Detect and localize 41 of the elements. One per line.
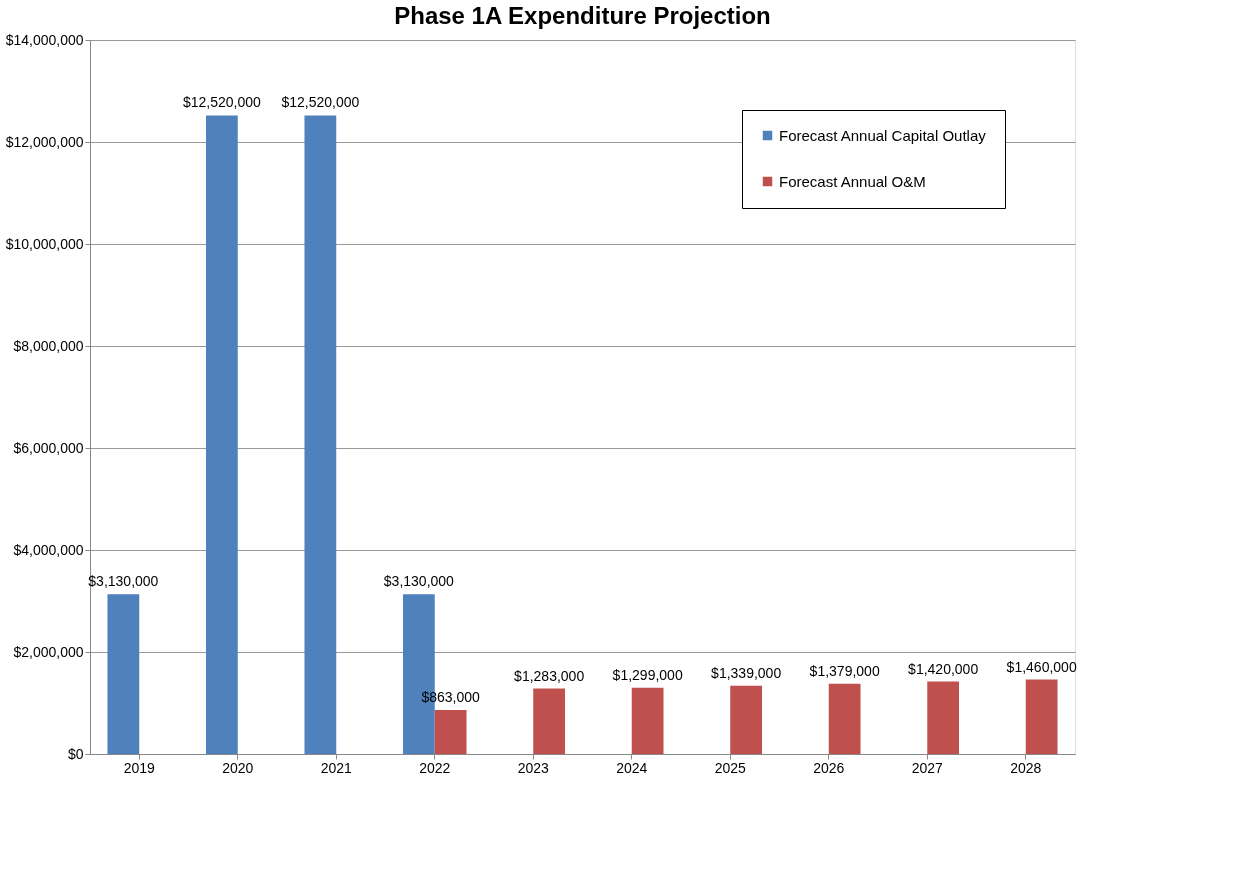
data-label: $3,130,000 [88,573,159,590]
y-tick-label: $4,000,000 [13,541,84,558]
x-tick-label: 2028 [1010,759,1042,776]
x-tick-label: 2025 [714,759,747,776]
y-tick-label: $6,000,000 [13,439,84,456]
x-tick-label: 2019 [123,759,156,776]
bar [828,683,861,754]
bar [1025,679,1058,754]
legend-label: Forecast Annual Capital Outlay [779,126,987,144]
chart-title: Phase 1A Expenditure Projection [394,2,771,29]
data-label: $1,339,000 [711,664,782,681]
data-label: $1,299,000 [612,666,683,683]
data-label: $12,520,000 [182,94,261,111]
y-tick-label: $2,000,000 [13,643,84,660]
data-label: $1,420,000 [908,660,979,677]
x-tick-label: 2021 [320,759,353,776]
data-label: $1,379,000 [809,662,880,679]
x-tick-label: 2024 [616,759,648,776]
data-label: $1,283,000 [514,667,585,684]
bar [927,681,960,754]
bar [631,687,664,754]
x-tick-label: 2020 [222,759,254,776]
x-tick-label: 2026 [813,759,845,776]
data-label: $12,520,000 [281,94,360,111]
y-tick-label: $10,000,000 [5,235,84,252]
bar [533,688,566,754]
bar [205,115,238,754]
x-tick-label: 2022 [419,759,451,776]
bar [434,709,467,754]
y-tick-label: $12,000,000 [5,133,84,150]
bar [730,685,763,754]
y-tick-label: $0 [67,745,84,762]
data-label: $3,130,000 [383,573,455,590]
data-label: $1,460,000 [1006,658,1077,675]
bar [107,594,140,754]
x-tick-label: 2027 [911,759,944,776]
legend-label: Forecast Annual O&M [779,172,926,190]
y-tick-label: $8,000,000 [13,337,84,354]
bar [304,115,337,754]
y-tick-label: $14,000,000 [5,31,84,48]
x-tick-label: 2023 [517,759,550,776]
